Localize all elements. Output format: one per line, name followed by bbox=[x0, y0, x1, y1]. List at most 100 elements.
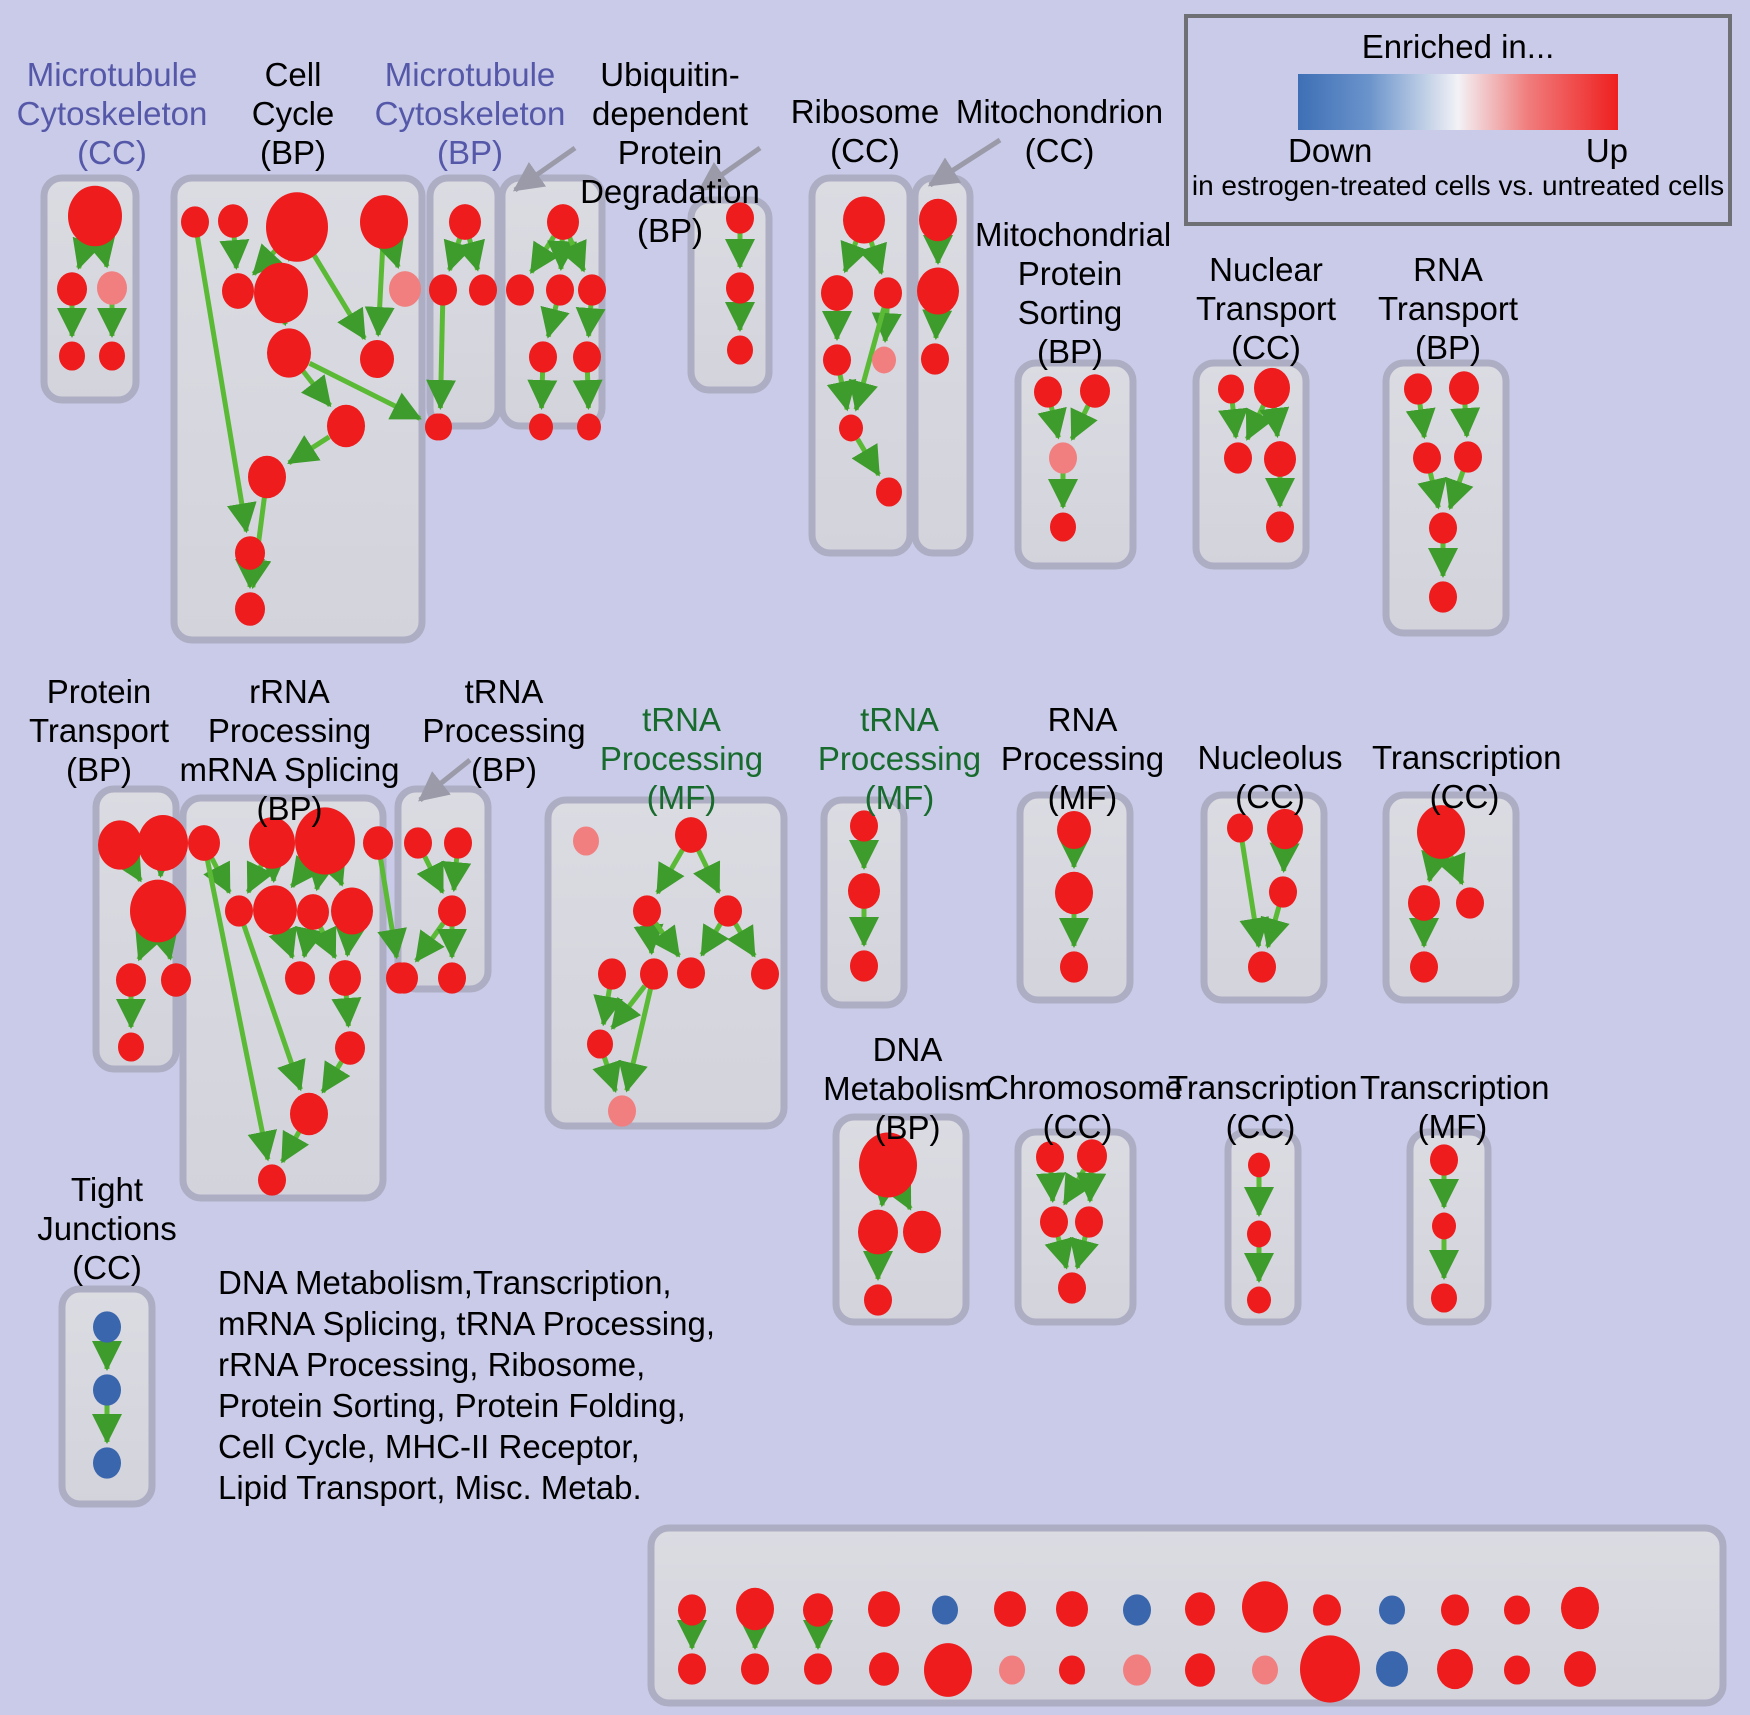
edge bbox=[1421, 849, 1451, 883]
gene-node bbox=[254, 262, 308, 324]
edge bbox=[655, 848, 685, 895]
edge bbox=[727, 922, 757, 958]
gene-node bbox=[529, 413, 553, 441]
gene-node bbox=[823, 344, 851, 376]
gene-node bbox=[1040, 1206, 1068, 1238]
cluster-label-rna-transport-bp: RNA Transport (BP) bbox=[1378, 251, 1518, 366]
edge bbox=[693, 849, 722, 894]
gene-node bbox=[218, 204, 248, 238]
gene-node bbox=[1055, 871, 1093, 915]
edge bbox=[1260, 905, 1290, 949]
gene-node bbox=[1247, 1286, 1271, 1314]
gene-node bbox=[1224, 442, 1252, 474]
gene-node bbox=[1252, 1655, 1278, 1685]
gene-node bbox=[858, 1209, 898, 1255]
edge bbox=[1437, 851, 1466, 886]
edge bbox=[1445, 470, 1474, 511]
cluster-label-cell-cycle-bp: Cell Cycle (BP) bbox=[251, 56, 335, 171]
gene-node bbox=[578, 274, 606, 306]
gene-node bbox=[1410, 951, 1438, 983]
gene-node bbox=[329, 960, 361, 996]
gene-node bbox=[850, 950, 878, 982]
edge bbox=[650, 921, 681, 958]
gene-node bbox=[850, 810, 878, 842]
gene-node bbox=[1313, 1594, 1341, 1626]
edge bbox=[540, 303, 570, 339]
gene-node bbox=[258, 1164, 286, 1196]
edge bbox=[547, 238, 578, 272]
edge bbox=[335, 925, 366, 958]
edge bbox=[441, 857, 472, 893]
edge bbox=[633, 923, 664, 956]
gene-node bbox=[1075, 1206, 1103, 1238]
gene-node bbox=[921, 343, 949, 375]
cluster-label-dna-metabolism-bp: DNA Metabolism (BP) bbox=[823, 1031, 992, 1146]
cluster-label-transcription-cc-top: Transcription (CC) bbox=[1372, 739, 1562, 815]
gene-node bbox=[225, 895, 253, 927]
gene-node bbox=[924, 1643, 972, 1697]
gene-node bbox=[68, 185, 122, 247]
cluster-label-protein-transport-bp: Protein Transport (BP) bbox=[29, 673, 169, 788]
gene-node bbox=[821, 275, 853, 311]
pointer-arrow bbox=[927, 137, 1002, 188]
gene-node bbox=[130, 879, 186, 943]
gene-node bbox=[1441, 1594, 1469, 1626]
edge bbox=[1259, 406, 1290, 439]
edge bbox=[320, 1060, 351, 1094]
gene-node bbox=[751, 958, 779, 990]
gene-node bbox=[138, 815, 188, 871]
gene-node bbox=[1431, 1283, 1457, 1313]
gene-node bbox=[529, 341, 557, 373]
cluster-nodes bbox=[57, 185, 1599, 1703]
edge bbox=[1036, 1171, 1066, 1204]
edge bbox=[1269, 842, 1300, 874]
edge bbox=[309, 925, 338, 960]
edge bbox=[851, 437, 881, 477]
cluster-label-ribosome-cc: Ribosome (CC) bbox=[790, 93, 940, 169]
gene-node bbox=[843, 196, 885, 244]
cluster-label-rna-processing-mf: RNA Processing (MF) bbox=[1000, 701, 1165, 816]
edge bbox=[241, 924, 306, 1092]
gene-node bbox=[1266, 511, 1294, 543]
gene-node bbox=[266, 192, 328, 262]
gene-node bbox=[389, 271, 421, 307]
gene-node bbox=[98, 820, 142, 870]
gene-node bbox=[1417, 805, 1465, 859]
gene-node bbox=[994, 1591, 1026, 1627]
gene-node bbox=[1218, 374, 1244, 404]
gene-node bbox=[1058, 1272, 1086, 1304]
gene-node bbox=[1564, 1651, 1596, 1687]
gene-node bbox=[57, 272, 87, 306]
gene-node bbox=[1561, 1586, 1599, 1630]
edge bbox=[135, 927, 164, 962]
cluster-label-transcription-cc-bottom: Transcription (CC) bbox=[1168, 1069, 1358, 1145]
edge bbox=[289, 855, 321, 889]
gene-node bbox=[1185, 1653, 1215, 1687]
gene-node bbox=[714, 895, 742, 927]
gene-node bbox=[59, 341, 85, 371]
edge bbox=[1044, 1235, 1074, 1270]
gene-node bbox=[678, 1653, 706, 1685]
gene-node bbox=[1227, 813, 1253, 843]
gene-node bbox=[1050, 512, 1076, 542]
gene-node bbox=[1034, 376, 1062, 408]
cluster-label-nucleolus-cc: Nucleolus (CC) bbox=[1197, 739, 1343, 815]
gene-node bbox=[1456, 887, 1484, 919]
gene-node bbox=[297, 894, 329, 930]
edge bbox=[826, 374, 857, 412]
gene-node bbox=[1036, 1141, 1064, 1173]
gene-node bbox=[335, 1031, 365, 1065]
cluster-edges bbox=[57, 229, 1481, 1651]
cluster-label-microtubule-cytoskeleton-bp: Microtubule Cytoskeleton (BP) bbox=[374, 56, 566, 171]
edge bbox=[280, 1129, 310, 1164]
edge bbox=[317, 853, 346, 887]
edge bbox=[572, 371, 603, 411]
gene-node bbox=[876, 477, 902, 507]
cluster-label-transcription-mf: Transcription (MF) bbox=[1360, 1069, 1550, 1145]
edge bbox=[113, 848, 143, 883]
edge bbox=[922, 309, 953, 341]
edge bbox=[884, 1177, 913, 1211]
gene-node bbox=[248, 455, 286, 499]
